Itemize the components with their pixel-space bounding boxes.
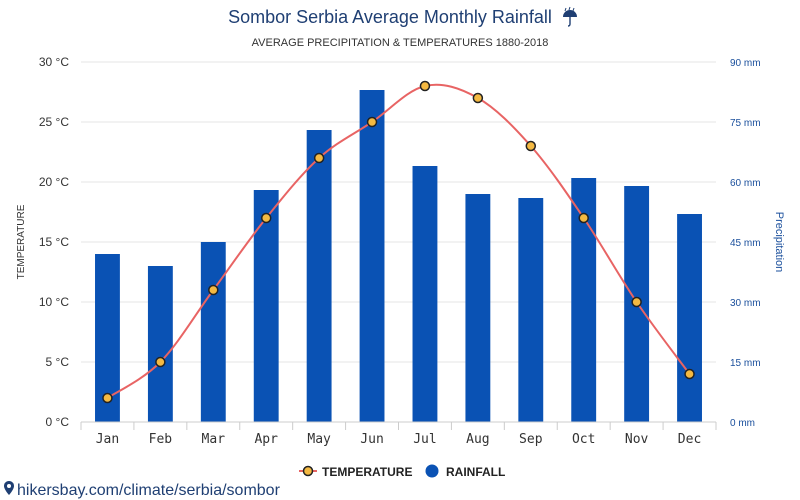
y-right-tick-label: 45 mm <box>730 238 761 249</box>
legend-item-temperature[interactable]: TEMPERATURE <box>299 465 412 479</box>
umbrella-rain-icon <box>563 6 577 27</box>
temperature-line <box>106 83 691 399</box>
temperature-point[interactable] <box>472 92 484 104</box>
x-tick-label: Jun <box>360 432 383 447</box>
y-right-tick-label: 0 mm <box>730 418 755 429</box>
x-tick-label: Oct <box>572 432 595 447</box>
x-tick-label: Feb <box>149 432 173 447</box>
temperature-point[interactable] <box>419 80 431 92</box>
legend-temperature-marker <box>302 465 314 477</box>
x-tick-label: Dec <box>678 432 701 447</box>
chart-title-group: Sombor Serbia Average Monthly Rainfall <box>228 6 577 27</box>
temperature-point[interactable] <box>684 368 695 380</box>
rainfall-bar[interactable] <box>518 198 544 422</box>
axes: 0 °C 5 °C 10 °C 15 °C 20 °C 25 °C 30 °C 0 mm 15 … <box>39 55 761 447</box>
x-tick-label: Mar <box>202 432 226 447</box>
legend: TEMPERATURE RAINFALL <box>299 464 506 480</box>
rainfall-bar[interactable] <box>465 194 491 422</box>
y-left-tick-label: 20 °C <box>39 175 69 189</box>
y-axis-left-title: TEMPERATURE <box>16 204 27 279</box>
legend-label-temperature: TEMPERATURE <box>322 465 412 479</box>
rainfall-bar[interactable] <box>677 214 702 422</box>
rainfall-bars <box>95 90 702 422</box>
x-tick-label: Jan <box>96 432 119 447</box>
y-right-tick-label: 90 mm <box>730 58 761 69</box>
temperature-point[interactable] <box>525 140 537 152</box>
temperature-point[interactable] <box>260 212 272 224</box>
legend-rainfall-marker <box>425 464 439 478</box>
source-link[interactable]: hikersbay.com/climate/serbia/sombor <box>4 481 281 499</box>
y-right-tick-label: 30 mm <box>730 298 761 309</box>
y-left-tick-label: 0 °C <box>46 415 70 429</box>
rainfall-bar[interactable] <box>200 242 226 422</box>
temperature-point[interactable] <box>102 392 113 404</box>
x-tick-label: Aug <box>466 432 489 447</box>
y-left-tick-label: 10 °C <box>39 295 69 309</box>
legend-item-rainfall[interactable]: RAINFALL <box>425 464 506 480</box>
y-right-tick-label: 15 mm <box>730 358 761 369</box>
y-left-tick-label: 30 °C <box>39 55 69 69</box>
temperature-point[interactable] <box>366 116 378 128</box>
location-pin-icon <box>4 481 14 495</box>
y-right-tick-label: 75 mm <box>730 118 761 129</box>
x-tick-label: Sep <box>519 432 543 447</box>
grid-lines <box>81 61 716 363</box>
legend-label-rainfall: RAINFALL <box>446 465 505 479</box>
rainfall-bar[interactable] <box>253 190 279 422</box>
rainfall-bar[interactable] <box>359 90 385 422</box>
temperature-point[interactable] <box>578 212 589 224</box>
temperature-point[interactable] <box>208 284 219 296</box>
temperature-point[interactable] <box>631 296 642 308</box>
chart-subtitle: AVERAGE PRECIPITATION & TEMPERATURES 188… <box>252 37 549 49</box>
rainfall-bar[interactable] <box>147 266 173 422</box>
temperature-point[interactable] <box>155 356 166 368</box>
rainfall-bar[interactable] <box>306 130 332 422</box>
y-left-tick-label: 25 °C <box>39 115 69 129</box>
temperature-point[interactable] <box>313 152 325 164</box>
temperature-line-group <box>102 80 695 404</box>
x-tick-label: May <box>307 432 331 447</box>
source-url: hikersbay.com/climate/serbia/sombor <box>17 482 281 499</box>
x-tick-label: Apr <box>254 432 278 447</box>
x-tick-label: Nov <box>625 432 649 447</box>
chart-title: Sombor Serbia Average Monthly Rainfall <box>228 7 552 27</box>
y-left-tick-label: 15 °C <box>39 235 69 249</box>
y-left-tick-label: 5 °C <box>46 355 70 369</box>
y-axis-right-title: Precipitation <box>773 212 785 273</box>
x-tick-label: Jul <box>413 432 436 447</box>
y-right-tick-label: 60 mm <box>730 178 761 189</box>
rainfall-bar[interactable] <box>412 166 438 422</box>
